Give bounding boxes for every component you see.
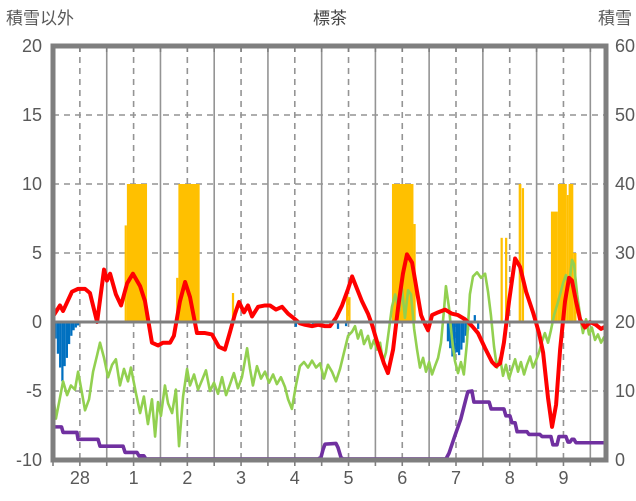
- yellow-bars-bar: [505, 237, 508, 322]
- blue-bars-bar: [70, 322, 73, 336]
- page-title: 標茶: [313, 9, 347, 28]
- x-tick-label: 3: [236, 468, 246, 488]
- blue-bars-bar: [464, 322, 467, 336]
- blue-bars-bar: [473, 315, 476, 322]
- x-tick-label: 5: [344, 468, 354, 488]
- yellow-bars-bar: [518, 184, 522, 322]
- blue-bars-bar: [56, 322, 60, 354]
- yellow-bars-bar: [566, 195, 569, 322]
- blue-bars-bar: [453, 322, 456, 354]
- red-line: [51, 252, 608, 429]
- blue-bars-bar: [72, 322, 75, 331]
- right-tick-label: 0: [615, 450, 625, 470]
- blue-bars-bar: [449, 322, 452, 349]
- left-axis-title: 積雪以外: [6, 9, 74, 28]
- right-tick-label: 50: [615, 105, 635, 125]
- blue-bars-bar: [455, 322, 459, 353]
- left-tick-label: 15: [22, 105, 42, 125]
- left-axis-ticks: 20 15 10 5 0 -5 -10: [16, 36, 42, 470]
- yellow-bars-bar: [231, 293, 235, 322]
- blue-bars-bar: [336, 322, 340, 329]
- x-tick-label: 9: [558, 468, 568, 488]
- blue-bars-bar: [446, 322, 450, 342]
- x-axis-labels: 28 1 2 3 4 5 6 7 8 9: [70, 468, 569, 488]
- blue-bars-bar: [61, 322, 64, 382]
- gridlines: [53, 46, 606, 460]
- x-tick-label: 8: [505, 468, 515, 488]
- right-axis-title: 積雪: [598, 9, 632, 28]
- x-tick-label: 28: [70, 468, 90, 488]
- blue-bars-bar: [462, 322, 465, 343]
- blue-bars-bar: [68, 322, 71, 345]
- right-tick-label: 60: [615, 36, 635, 56]
- x-tick-label: 1: [129, 468, 139, 488]
- purple-line: [51, 389, 608, 461]
- blue-bars-bar: [477, 322, 480, 329]
- green-line-group: [51, 258, 608, 448]
- right-tick-label: 30: [615, 243, 635, 263]
- right-axis-ticks: 60 50 40 30 20 10 0: [615, 36, 635, 470]
- blue-bars-bar: [54, 322, 57, 339]
- left-tick-label: -10: [16, 450, 42, 470]
- left-tick-label: 5: [32, 243, 42, 263]
- yellow-bars-bar: [124, 225, 127, 322]
- blue-bars-bar: [458, 322, 461, 356]
- yellow-bars-bar: [521, 188, 525, 322]
- right-tick-label: 10: [615, 381, 635, 401]
- x-tick-label: 2: [182, 468, 192, 488]
- blue-bars-bar: [294, 322, 298, 327]
- purple-line-group: [51, 389, 608, 461]
- blue-bars-bar: [344, 322, 348, 327]
- left-tick-label: 10: [22, 174, 42, 194]
- blue-bars-bar: [65, 322, 69, 358]
- right-tick-label: 20: [615, 312, 635, 332]
- blue-bars-bar: [63, 322, 66, 367]
- blue-bars-bar: [76, 322, 80, 326]
- plot-border: [50, 43, 609, 466]
- blue-bars-bar: [74, 322, 77, 328]
- x-tick-label: 7: [451, 468, 461, 488]
- blue-bars-bar: [59, 322, 62, 368]
- x-tick-label: 4: [290, 468, 300, 488]
- left-tick-label: -5: [26, 381, 42, 401]
- yellow-bars-bar: [550, 211, 558, 322]
- yellow-bars-bar: [348, 297, 351, 322]
- yellow-bars-bar: [391, 184, 414, 322]
- right-tick-label: 40: [615, 174, 635, 194]
- red-line-group: [51, 252, 608, 429]
- x-tick-label: 6: [397, 468, 407, 488]
- yellow-bars-bar: [176, 277, 179, 322]
- green-line: [51, 258, 608, 448]
- yellow-bars-bar: [557, 184, 567, 322]
- blue-bars-bar: [460, 322, 463, 350]
- yellow-bars-bar: [346, 291, 349, 322]
- left-tick-label: 0: [32, 312, 42, 332]
- yellow-bars-bar: [568, 184, 574, 322]
- left-tick-label: 20: [22, 36, 42, 56]
- yellow-bars-bar: [500, 237, 503, 322]
